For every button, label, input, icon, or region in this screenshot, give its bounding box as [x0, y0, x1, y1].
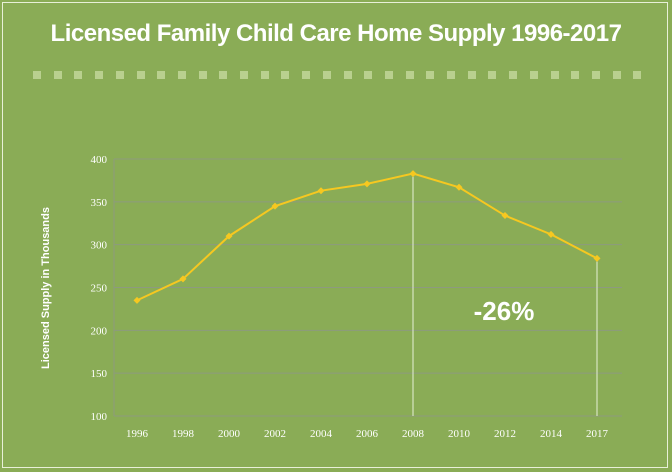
- divider-dot: [612, 71, 621, 79]
- data-point: [593, 254, 601, 262]
- divider-dot: [53, 71, 62, 79]
- divider-dot: [550, 71, 559, 79]
- y-tick-label: 300: [91, 240, 108, 252]
- divider-dot: [198, 71, 207, 79]
- divider-dot: [591, 71, 600, 79]
- chart-title: Licensed Family Child Care Home Supply 1…: [50, 20, 622, 47]
- divider-dot: [405, 71, 414, 79]
- y-tick-label: 100: [91, 411, 108, 423]
- decorative-dot-divider: [33, 71, 643, 81]
- divider-dot: [426, 71, 435, 79]
- data-point: [363, 180, 371, 188]
- data-point: [409, 170, 417, 178]
- data-point: [179, 275, 187, 283]
- divider-dot: [157, 71, 166, 79]
- divider-dot: [136, 71, 145, 79]
- y-tick-label: 250: [91, 283, 108, 295]
- data-point: [271, 202, 279, 210]
- x-tick-label: 2014: [540, 428, 563, 440]
- data-point: [547, 230, 555, 238]
- x-tick-label: 1996: [126, 428, 149, 440]
- divider-dot: [177, 71, 186, 79]
- data-point: [501, 212, 509, 220]
- divider-dot: [384, 71, 393, 79]
- y-tick-label: 150: [91, 368, 108, 380]
- change-annotation: -26%: [474, 296, 535, 326]
- divider-dot: [571, 71, 580, 79]
- series-line: [136, 172, 598, 302]
- x-tick-label: 2010: [448, 428, 471, 440]
- data-point: [455, 183, 463, 191]
- divider-dot: [33, 71, 41, 79]
- x-tick-label: 2008: [402, 428, 425, 440]
- data-point: [133, 296, 141, 304]
- x-tick-label: 1998: [172, 428, 195, 440]
- y-tick-label: 350: [91, 197, 108, 209]
- divider-dot: [343, 71, 352, 79]
- data-point: [225, 232, 233, 240]
- divider-dot: [74, 71, 83, 79]
- divider-dot: [95, 71, 104, 79]
- divider-dot: [529, 71, 538, 79]
- divider-dot: [219, 71, 228, 79]
- x-tick-label: 2012: [494, 428, 516, 440]
- frame-border: [2, 2, 668, 468]
- divider-dot: [322, 71, 331, 79]
- y-tick-label: 400: [91, 154, 108, 166]
- x-tick-label: 2006: [356, 428, 379, 440]
- divider-dot: [509, 71, 518, 79]
- divider-dot: [115, 71, 124, 79]
- divider-dot: [447, 71, 455, 79]
- divider-dot: [364, 71, 373, 79]
- x-tick-label: 2017: [586, 428, 609, 440]
- divider-dot: [467, 71, 476, 79]
- x-tick-label: 2002: [264, 428, 286, 440]
- y-axis-label: Licensed Supply in Thousands: [40, 207, 52, 369]
- divider-dot: [488, 71, 497, 79]
- divider-dot: [281, 71, 290, 79]
- divider-dot: [240, 71, 248, 79]
- x-tick-label: 2000: [218, 428, 241, 440]
- divider-dot: [633, 71, 642, 79]
- divider-dot: [302, 71, 311, 79]
- data-point: [317, 187, 325, 195]
- divider-dot: [260, 71, 269, 79]
- y-tick-label: 200: [91, 325, 108, 337]
- x-tick-label: 2004: [310, 428, 333, 440]
